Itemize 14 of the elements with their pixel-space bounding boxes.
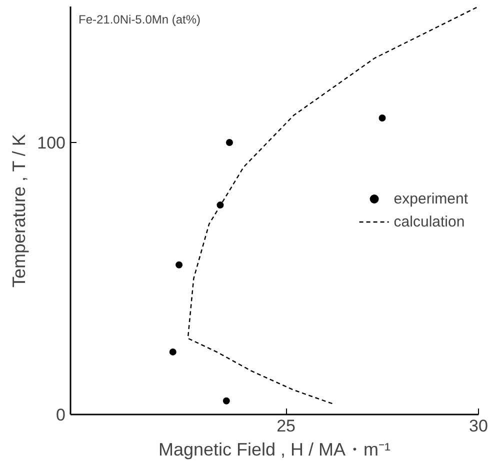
- point: [378, 114, 386, 122]
- point: [169, 348, 176, 356]
- point: [222, 397, 230, 404]
- x-tick-label: 30: [469, 416, 488, 436]
- y-tick-label: 100: [37, 134, 66, 152]
- x-axis-title: Magnetic Field , H / MA・m⁻¹: [158, 440, 391, 460]
- point: [226, 139, 233, 146]
- x-tick-label: 25: [276, 416, 296, 436]
- y-tick-label: 0: [56, 406, 66, 424]
- y-axis-title: Temperature , T / K: [9, 134, 30, 288]
- point: [176, 261, 183, 268]
- legend-label: calculation: [394, 213, 465, 230]
- annotation: Fe-21.0Ni-5.0Mn (at%): [78, 12, 201, 26]
- legend-label: experiment: [394, 190, 468, 207]
